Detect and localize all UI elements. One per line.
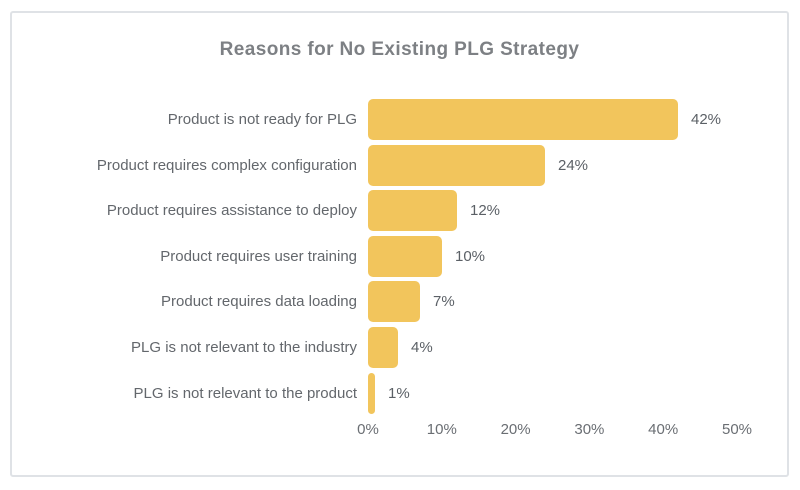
category-label: Product requires user training bbox=[160, 248, 357, 265]
chart-card: Reasons for No Existing PLG Strategy Pro… bbox=[10, 11, 789, 477]
x-axis-tick: 30% bbox=[574, 421, 605, 438]
value-label: 10% bbox=[455, 248, 486, 265]
category-label: Product is not ready for PLG bbox=[167, 111, 357, 128]
value-label: 12% bbox=[470, 202, 501, 219]
x-axis-tick: 0% bbox=[357, 421, 379, 438]
bar bbox=[368, 145, 545, 186]
x-axis-tick: 10% bbox=[426, 421, 457, 438]
category-label: PLG is not relevant to the product bbox=[133, 385, 357, 402]
value-label: 7% bbox=[433, 293, 455, 310]
value-label: 42% bbox=[691, 111, 722, 128]
bar bbox=[368, 190, 457, 231]
x-axis-tick: 50% bbox=[721, 421, 753, 438]
chart-title: Reasons for No Existing PLG Strategy bbox=[219, 39, 580, 60]
bar bbox=[368, 99, 678, 140]
value-label: 1% bbox=[388, 385, 410, 402]
x-axis-tick: 40% bbox=[648, 421, 679, 438]
value-label: 4% bbox=[411, 339, 433, 356]
x-axis-tick: 20% bbox=[500, 421, 531, 438]
bar-chart: Product is not ready for PLG 42% Product r… bbox=[12, 13, 787, 475]
bar bbox=[368, 236, 442, 277]
bar bbox=[368, 327, 398, 368]
category-label: PLG is not relevant to the industry bbox=[131, 339, 357, 356]
category-label: Product requires assistance to deploy bbox=[106, 202, 357, 219]
category-label: Product requires data loading bbox=[161, 293, 357, 310]
bar bbox=[368, 281, 420, 322]
category-label: Product requires complex configuration bbox=[96, 157, 357, 174]
bar bbox=[368, 373, 375, 414]
value-label: 24% bbox=[558, 157, 589, 174]
